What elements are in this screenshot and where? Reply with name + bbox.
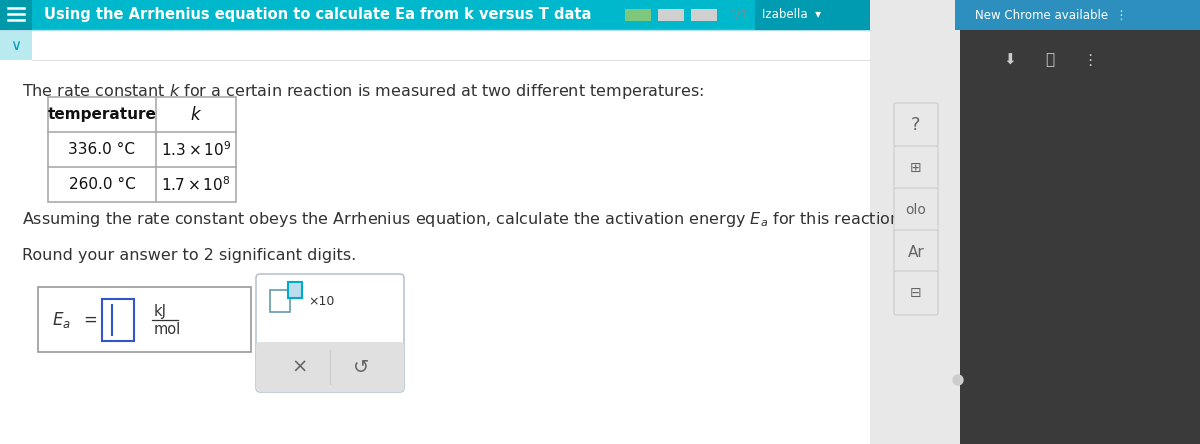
FancyBboxPatch shape (270, 290, 290, 312)
Text: $E_a$: $E_a$ (52, 309, 71, 329)
Text: $1.3 \times 10^9$: $1.3 \times 10^9$ (161, 140, 232, 159)
Text: ?: ? (911, 116, 920, 134)
Text: Assuming the rate constant obeys the Arrhenius equation, calculate the activatio: Assuming the rate constant obeys the Arr… (22, 210, 905, 229)
FancyBboxPatch shape (870, 0, 1200, 444)
Text: ⊞: ⊞ (910, 161, 922, 175)
Text: $1.7 \times 10^8$: $1.7 \times 10^8$ (161, 175, 230, 194)
Text: $k$: $k$ (190, 106, 202, 123)
Text: Using the Arrhenius equation to calculate Ea from k versus T data: Using the Arrhenius equation to calculat… (44, 8, 592, 23)
FancyBboxPatch shape (288, 282, 302, 298)
Text: ∨: ∨ (11, 37, 22, 52)
FancyBboxPatch shape (870, 0, 960, 444)
FancyBboxPatch shape (0, 0, 32, 30)
FancyBboxPatch shape (256, 342, 404, 392)
Text: Izabella  ▾: Izabella ▾ (762, 8, 821, 21)
FancyBboxPatch shape (625, 9, 650, 21)
FancyBboxPatch shape (0, 30, 32, 60)
Text: 260.0 °C: 260.0 °C (68, 177, 136, 192)
Text: olo: olo (906, 203, 926, 217)
Text: ⊟: ⊟ (910, 286, 922, 300)
Text: mol: mol (154, 322, 181, 337)
FancyBboxPatch shape (894, 103, 938, 147)
FancyBboxPatch shape (691, 9, 718, 21)
FancyBboxPatch shape (955, 0, 1200, 30)
Text: kJ: kJ (154, 304, 167, 319)
Text: ×: × (292, 357, 307, 377)
Text: ×10: ×10 (308, 294, 335, 308)
Text: =: = (83, 310, 97, 329)
Text: ↺: ↺ (353, 357, 368, 377)
Text: 1/3: 1/3 (730, 10, 748, 20)
Text: Round your answer to 2 significant digits.: Round your answer to 2 significant digit… (22, 248, 356, 263)
FancyBboxPatch shape (32, 0, 870, 30)
FancyBboxPatch shape (755, 0, 870, 30)
Text: 336.0 °C: 336.0 °C (68, 142, 136, 157)
Text: ⬇: ⬇ (1003, 52, 1016, 67)
FancyBboxPatch shape (38, 287, 251, 352)
FancyBboxPatch shape (894, 230, 938, 274)
Text: The rate constant $k$ for a certain reaction is measured at two different temper: The rate constant $k$ for a certain reac… (22, 82, 704, 101)
FancyBboxPatch shape (894, 271, 938, 315)
Circle shape (953, 375, 964, 385)
FancyBboxPatch shape (894, 146, 938, 190)
FancyBboxPatch shape (658, 9, 684, 21)
Text: ⋮: ⋮ (1082, 52, 1098, 67)
Text: ⎙: ⎙ (1045, 52, 1055, 67)
FancyBboxPatch shape (102, 299, 134, 341)
Text: temperature: temperature (48, 107, 156, 122)
FancyBboxPatch shape (48, 97, 236, 202)
Text: New Chrome available  ⋮: New Chrome available ⋮ (974, 8, 1127, 21)
FancyBboxPatch shape (894, 188, 938, 232)
Text: Ar: Ar (907, 245, 924, 259)
FancyBboxPatch shape (256, 274, 404, 392)
